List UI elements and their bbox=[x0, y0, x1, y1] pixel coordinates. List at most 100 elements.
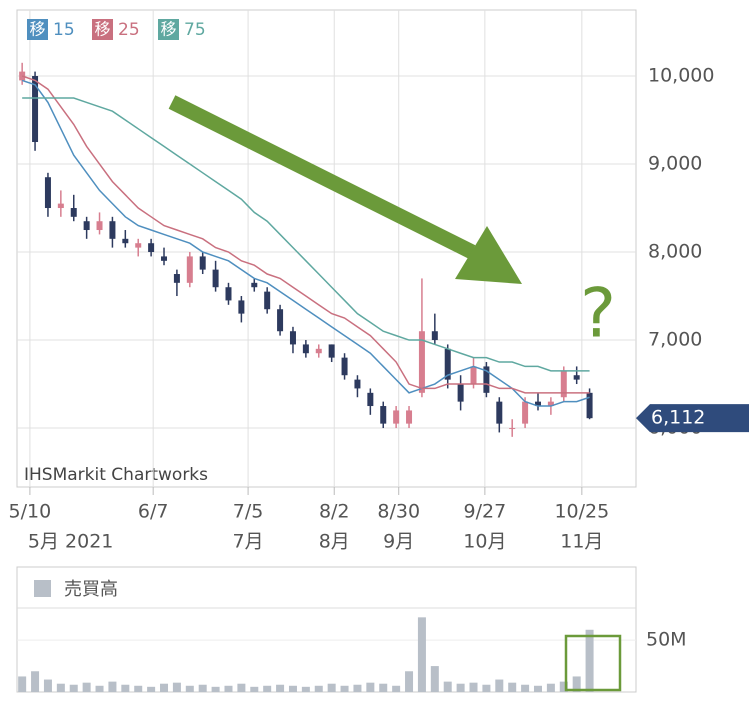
legend-badge bbox=[27, 19, 48, 40]
highlight-box bbox=[564, 634, 622, 692]
month-label: 8月 bbox=[319, 531, 350, 553]
watermark: IHSMarkit Chartworks bbox=[24, 465, 208, 485]
candle-body bbox=[509, 428, 516, 430]
candle-body bbox=[199, 256, 206, 270]
volume-bar bbox=[95, 685, 104, 692]
candle-body bbox=[560, 370, 567, 398]
legend-name: 75 bbox=[184, 20, 206, 40]
legend-badge-text: 移 bbox=[160, 20, 176, 39]
last-price-tag bbox=[636, 404, 749, 433]
moving-average-line bbox=[22, 97, 590, 372]
candle-body bbox=[57, 203, 64, 209]
y-tick-label: 8,000 bbox=[648, 241, 702, 263]
candle-body bbox=[406, 410, 413, 424]
annotation: ? bbox=[580, 275, 616, 354]
x-tick-label: 7/5 bbox=[233, 501, 264, 523]
candle-body bbox=[161, 256, 168, 261]
volume-bar bbox=[121, 684, 130, 692]
y-tick-label: 50M bbox=[646, 629, 687, 651]
legend-badge bbox=[92, 19, 113, 40]
trend-arrow-shaft bbox=[168, 95, 476, 259]
volume-bar bbox=[340, 685, 349, 692]
last-price-label: 6,112 bbox=[651, 407, 705, 429]
x-tick-label: 9/27 bbox=[464, 501, 507, 523]
volume-bar bbox=[288, 685, 297, 692]
candle-body bbox=[522, 401, 529, 424]
volume-bar bbox=[237, 683, 246, 692]
month-label: 7月 bbox=[233, 531, 264, 553]
candle-body bbox=[380, 406, 387, 424]
legend-badge bbox=[158, 19, 179, 40]
volume-bar bbox=[572, 676, 581, 692]
volume-bar bbox=[224, 685, 233, 692]
volume-bar bbox=[134, 685, 143, 692]
month-label: 11月 bbox=[560, 531, 603, 553]
volume-bar bbox=[263, 685, 272, 692]
month-label: 9月 bbox=[383, 531, 414, 553]
volume-bar bbox=[430, 666, 439, 692]
volume-bar bbox=[495, 679, 504, 692]
x-tick-label: 8/2 bbox=[319, 501, 350, 523]
candle-body bbox=[83, 221, 90, 231]
month-label: 5月 2021 bbox=[28, 531, 113, 553]
candle-body bbox=[547, 401, 554, 407]
y-tick-label: 10,000 bbox=[648, 65, 714, 87]
candle-body bbox=[70, 208, 77, 217]
candle-body bbox=[457, 384, 464, 402]
volume-legend: 売買高 bbox=[64, 579, 118, 600]
volume-bar bbox=[108, 681, 117, 692]
volume-bar bbox=[392, 685, 401, 692]
candle-body bbox=[586, 392, 593, 419]
candle-body bbox=[277, 309, 284, 332]
candle-body bbox=[496, 401, 503, 424]
candle-body bbox=[251, 282, 258, 288]
candle-body bbox=[135, 243, 142, 248]
x-tick-label: 5/10 bbox=[9, 501, 52, 523]
volume-bar bbox=[314, 685, 323, 692]
volume-bar bbox=[405, 671, 414, 692]
volume-bar bbox=[469, 682, 478, 692]
candle-body bbox=[573, 375, 580, 380]
candle-body bbox=[212, 269, 219, 288]
candle-body bbox=[534, 401, 541, 407]
volume-panel bbox=[16, 566, 637, 693]
volume-bar bbox=[69, 684, 78, 692]
candle-body bbox=[225, 287, 232, 301]
candle-body bbox=[289, 331, 296, 345]
volume-bar bbox=[546, 683, 555, 692]
volume-bar bbox=[443, 681, 452, 692]
legend-name: 15 bbox=[53, 20, 75, 40]
candle-body bbox=[431, 331, 438, 341]
volume-bar bbox=[366, 682, 375, 692]
candle-body bbox=[96, 221, 103, 231]
candle-body bbox=[418, 331, 425, 393]
volume-bar bbox=[379, 683, 388, 692]
volume-bar bbox=[18, 676, 27, 692]
moving-average-line bbox=[21, 75, 590, 394]
candle-body bbox=[470, 366, 477, 385]
volume-bar bbox=[56, 683, 65, 692]
y-tick-label: 9,000 bbox=[648, 153, 702, 175]
volume-bar bbox=[211, 686, 220, 692]
candle-body bbox=[367, 392, 374, 407]
volume-bar bbox=[276, 684, 285, 692]
x-tick-label: 10/25 bbox=[554, 501, 609, 523]
volume-bar bbox=[43, 679, 52, 692]
volume-bar bbox=[585, 629, 594, 692]
volume-bar bbox=[327, 683, 336, 692]
moving-average-line bbox=[21, 79, 590, 407]
volume-bar bbox=[31, 671, 40, 692]
volume-bar bbox=[301, 686, 310, 692]
volume-bar bbox=[82, 682, 91, 692]
volume-bar bbox=[456, 683, 465, 692]
volume-bar bbox=[147, 686, 156, 692]
candle-body bbox=[32, 76, 39, 143]
candle-body bbox=[483, 366, 490, 393]
candle-body bbox=[238, 300, 245, 314]
volume-bar bbox=[185, 685, 194, 692]
volume-bar bbox=[417, 617, 426, 692]
candle-body bbox=[44, 177, 51, 209]
candle-body bbox=[444, 348, 451, 380]
volume-legend-swatch bbox=[34, 580, 51, 597]
